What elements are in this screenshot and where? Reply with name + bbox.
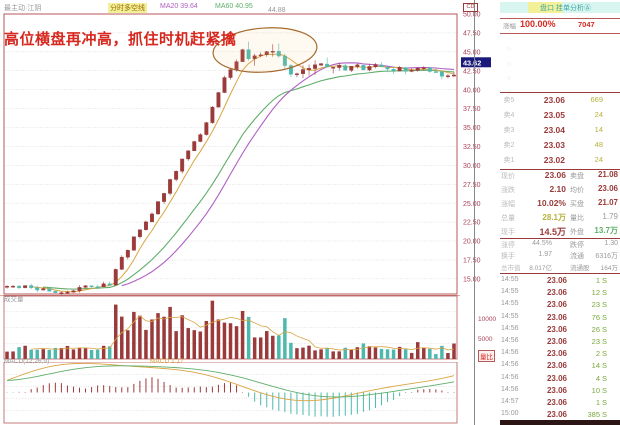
svg-text:45.00: 45.00: [463, 49, 481, 56]
svg-text:40.00: 40.00: [463, 87, 481, 94]
svg-text:43.62: 43.62: [463, 59, 481, 68]
svg-text:37.50: 37.50: [463, 106, 481, 113]
svg-text:30.00: 30.00: [463, 163, 481, 170]
svg-text:22.50: 22.50: [463, 220, 481, 227]
svg-text:42.50: 42.50: [463, 68, 481, 75]
svg-text:35.00: 35.00: [463, 125, 481, 132]
svg-text:27.50: 27.50: [463, 182, 481, 189]
svg-text:17.50: 17.50: [463, 258, 481, 265]
svg-text:47.50: 47.50: [463, 31, 481, 38]
svg-text:32.50: 32.50: [463, 144, 481, 151]
svg-text:25.00: 25.00: [463, 201, 481, 208]
svg-text:50.00: 50.00: [463, 12, 481, 19]
svg-text:20.00: 20.00: [463, 239, 481, 246]
svg-text:15.00: 15.00: [463, 276, 481, 283]
